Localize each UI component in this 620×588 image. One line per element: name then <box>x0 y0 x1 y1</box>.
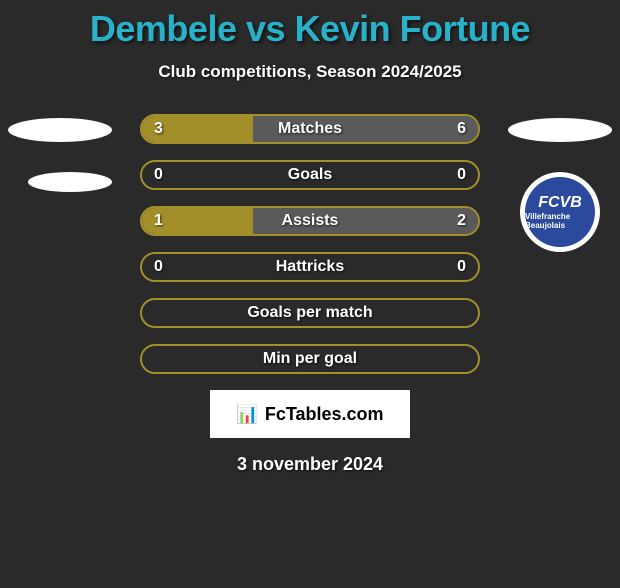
bar-row: Matches3 6 <box>140 114 480 144</box>
bar-value-left: 3 <box>154 116 163 142</box>
club-badge-name: Villefranche Beaujolais <box>525 212 595 230</box>
watermark-text: FcTables.com <box>265 404 384 425</box>
club-badge-abbr: FCVB <box>538 194 582 212</box>
bar-label: Matches <box>142 116 478 142</box>
player1-name: Dembele <box>90 8 237 49</box>
bars-container: Matches36Goals00Assists12Hattricks00Goal… <box>140 114 480 374</box>
bar-value-right: 0 <box>457 162 466 188</box>
player2-club-badge: FCVB Villefranche Beaujolais <box>520 172 600 252</box>
bar-value-right: 6 <box>457 116 466 142</box>
bar-row: Goals per match <box>140 298 480 328</box>
date-line: 3 november 2024 <box>0 454 620 475</box>
player2-name: Kevin Fortune <box>295 8 531 49</box>
bar-value-left: 0 <box>154 254 163 280</box>
bar-label: Min per goal <box>142 346 478 372</box>
vs-text: vs <box>246 8 285 49</box>
player2-photo-placeholder <box>508 118 612 142</box>
bar-value-right: 0 <box>457 254 466 280</box>
player1-photo-placeholder <box>8 118 112 142</box>
bar-value-left: 0 <box>154 162 163 188</box>
watermark-icon: 📊 <box>236 404 258 425</box>
watermark: 📊 FcTables.com <box>210 390 410 438</box>
chart-area: FCVB Villefranche Beaujolais Matches3 6 Go… <box>0 114 620 374</box>
bar-label: Goals <box>142 162 478 188</box>
bar-row: Assists1 2 <box>140 206 480 236</box>
subtitle: Club competitions, Season 2024/2025 <box>0 62 620 82</box>
club-badge-inner: FCVB Villefranche Beaujolais <box>525 177 595 247</box>
bar-row: Min per goal <box>140 344 480 374</box>
bar-row: Hattricks0 0 <box>140 252 480 282</box>
bar-row: Goals0 0 <box>140 160 480 190</box>
bar-label: Goals per match <box>142 300 478 326</box>
bar-value-left: 1 <box>154 208 163 234</box>
bar-label: Hattricks <box>142 254 478 280</box>
bar-label: Assists <box>142 208 478 234</box>
bar-value-right: 2 <box>457 208 466 234</box>
player1-club-placeholder <box>28 172 112 192</box>
comparison-title: Dembele vs Kevin Fortune <box>0 8 620 50</box>
